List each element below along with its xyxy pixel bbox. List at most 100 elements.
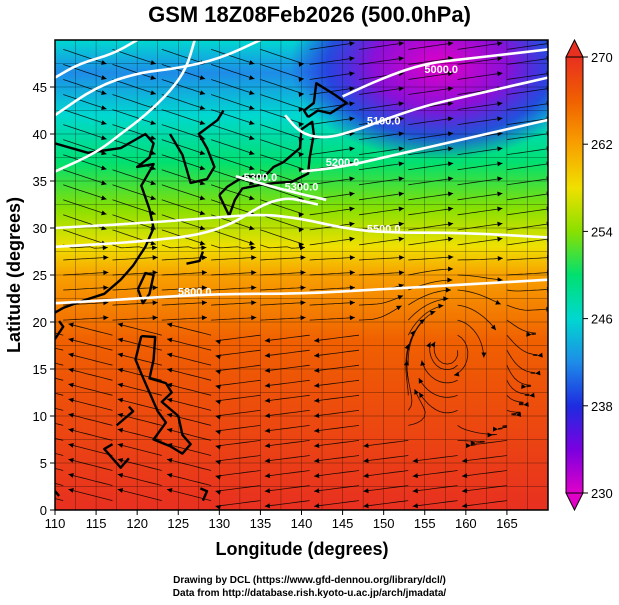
streamline bbox=[309, 302, 355, 306]
flow-arrowhead bbox=[264, 382, 271, 388]
y-tick-label: 25 bbox=[33, 268, 47, 283]
flow-arrowhead bbox=[251, 300, 257, 306]
flow-arrowhead bbox=[101, 120, 107, 125]
coastline bbox=[55, 132, 155, 314]
flow-arrowhead bbox=[445, 287, 451, 293]
streamline bbox=[215, 349, 261, 357]
streamline bbox=[166, 443, 212, 456]
flow-arrowhead bbox=[490, 324, 496, 331]
streamline bbox=[264, 394, 310, 402]
y-tick-label: 5 bbox=[40, 456, 47, 471]
flow-arrowhead bbox=[201, 270, 207, 276]
streamline bbox=[210, 154, 255, 170]
flow-arrowhead bbox=[314, 503, 320, 509]
streamline bbox=[264, 455, 310, 462]
streamline bbox=[358, 42, 404, 50]
flow-arrowhead bbox=[117, 337, 124, 343]
streamline bbox=[260, 302, 306, 306]
streamline bbox=[408, 389, 426, 426]
coastline bbox=[136, 271, 155, 305]
flow-arrowhead bbox=[414, 389, 419, 395]
x-axis-label: Longitude (degrees) bbox=[215, 539, 388, 559]
flow-arrowhead bbox=[150, 180, 156, 186]
flow-arrowhead bbox=[438, 303, 444, 309]
colorbar-tick-label: 246 bbox=[591, 312, 613, 327]
streamline bbox=[314, 500, 360, 507]
streamline bbox=[264, 410, 310, 417]
flow-arrowhead bbox=[447, 146, 454, 152]
streamline bbox=[314, 349, 360, 357]
flow-arrowhead bbox=[264, 337, 271, 343]
streamline bbox=[166, 473, 212, 486]
streamline bbox=[55, 468, 64, 471]
flow-arrowhead bbox=[117, 457, 124, 463]
streamline bbox=[112, 272, 158, 276]
coastline bbox=[168, 109, 225, 185]
streamline bbox=[210, 109, 255, 125]
coastline bbox=[134, 334, 192, 455]
flow-arrowhead bbox=[264, 413, 271, 419]
streamline bbox=[215, 394, 261, 402]
streamline bbox=[63, 184, 107, 200]
streamline bbox=[264, 334, 310, 342]
streamline bbox=[358, 238, 404, 246]
streamline bbox=[260, 64, 304, 80]
contour-line bbox=[55, 278, 548, 305]
flow-arrowhead bbox=[447, 277, 453, 283]
flow-arrowhead bbox=[363, 458, 369, 464]
streamline bbox=[63, 244, 108, 249]
grid-lines bbox=[55, 40, 548, 510]
streamline bbox=[506, 73, 548, 80]
streamline bbox=[314, 440, 360, 447]
streamline bbox=[55, 377, 64, 381]
flow-arrowhead bbox=[103, 285, 109, 291]
streamline bbox=[55, 392, 64, 396]
flow-arrowhead bbox=[19, 367, 25, 373]
streamline bbox=[408, 289, 452, 306]
flow-arrowhead bbox=[117, 412, 124, 418]
streamline bbox=[161, 139, 206, 155]
flow-arrowhead bbox=[101, 75, 107, 80]
streamline bbox=[457, 177, 503, 186]
streamline bbox=[112, 64, 157, 80]
streamline bbox=[358, 102, 404, 110]
flow-arrowhead bbox=[150, 75, 156, 80]
x-axis-ticks: 110 115 120 125 130 135 140 145 150 155 160 165 bbox=[45, 510, 518, 531]
flow-arrowhead bbox=[117, 472, 124, 478]
streamline bbox=[506, 334, 538, 357]
streamline bbox=[506, 238, 548, 246]
x-tick-label: 110 bbox=[45, 516, 66, 531]
streamline bbox=[309, 42, 355, 50]
flow-arrowhead bbox=[199, 105, 206, 110]
streamline bbox=[506, 118, 548, 125]
streamline bbox=[408, 87, 454, 95]
streamline bbox=[470, 440, 507, 446]
streamline bbox=[63, 257, 109, 261]
streamline bbox=[112, 169, 157, 185]
streamline bbox=[210, 124, 255, 140]
colorbar-tick-label: 230 bbox=[591, 486, 613, 501]
contour-label: 5500.0 bbox=[367, 224, 401, 236]
flow-arrowhead bbox=[487, 432, 493, 438]
streamline bbox=[63, 272, 109, 276]
streamline bbox=[112, 154, 157, 170]
streamline bbox=[55, 407, 64, 411]
flow-arrowhead bbox=[349, 285, 355, 291]
streamline bbox=[161, 317, 208, 321]
streamline bbox=[264, 349, 310, 357]
flow-arrowhead bbox=[420, 360, 426, 366]
streamline bbox=[506, 148, 548, 156]
flow-arrowhead bbox=[299, 245, 305, 251]
streamline bbox=[309, 317, 355, 321]
streamline bbox=[418, 392, 458, 414]
streamline bbox=[117, 353, 162, 366]
flow-arrowhead bbox=[167, 457, 173, 463]
streamline bbox=[506, 208, 548, 216]
flow-arrowhead bbox=[497, 176, 503, 182]
streamline bbox=[264, 470, 310, 477]
flow-arrowhead bbox=[398, 270, 405, 276]
streamline bbox=[161, 287, 208, 291]
flow-arrowhead bbox=[418, 378, 424, 384]
streamline bbox=[358, 208, 404, 216]
streamline bbox=[161, 109, 206, 125]
